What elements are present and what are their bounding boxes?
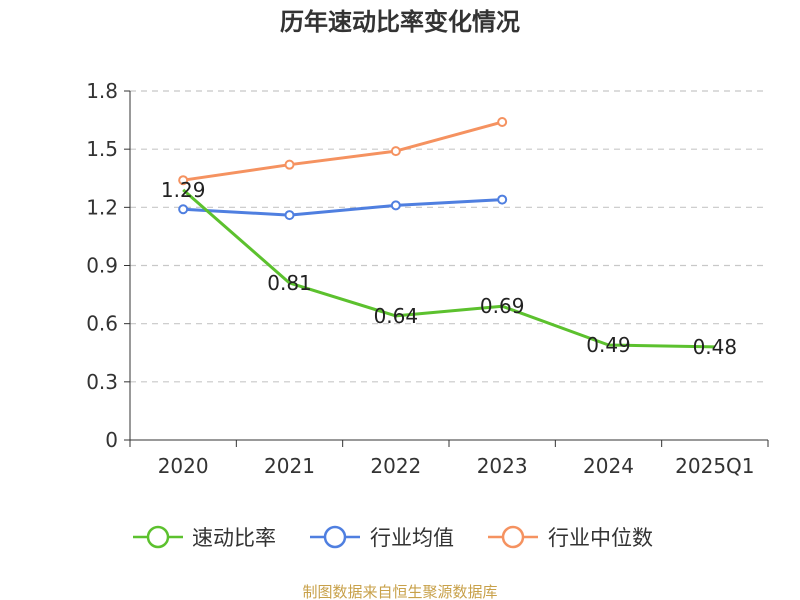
data-label: 0.64: [374, 304, 419, 328]
legend-item[interactable]: 行业中位数: [488, 525, 653, 550]
data-label: 0.48: [693, 335, 738, 359]
x-tick-label: 2022: [370, 454, 421, 478]
data-point: [390, 200, 401, 211]
y-tick-label: 1.8: [86, 79, 118, 103]
data-label: 0.81: [267, 271, 312, 295]
y-tick-label: 1.5: [86, 137, 118, 161]
chart-title: 历年速动比率变化情况: [280, 8, 520, 36]
grid-lines: [130, 90, 768, 383]
series-line: [182, 188, 715, 349]
series-line: [182, 120, 503, 182]
data-label: 1.29: [161, 178, 206, 202]
y-tick-label: 1.2: [86, 195, 118, 219]
data-label: 0.49: [586, 333, 631, 357]
data-point: [178, 175, 189, 186]
data-point: [497, 194, 508, 205]
data-point: [497, 117, 508, 128]
series-line: [183, 198, 503, 217]
data-point: [390, 146, 401, 157]
data-point: [178, 204, 189, 215]
series-lines: [182, 120, 715, 349]
x-tick-label: 2024: [583, 454, 634, 478]
data-point: [284, 159, 295, 170]
series-points: [178, 117, 508, 221]
legend-item[interactable]: 速动比率: [133, 525, 276, 550]
legend-label: 行业中位数: [548, 526, 653, 550]
data-point: [284, 210, 295, 221]
y-tick-label: 0.3: [86, 370, 118, 394]
x-tick-label: 2020: [158, 454, 209, 478]
source-note: 制图数据来自恒生聚源数据库: [302, 583, 497, 600]
x-tick-label: 2025Q1: [675, 454, 754, 478]
legend: 速动比率 行业均值 行业中位数: [133, 525, 653, 550]
legend-marker: [323, 525, 347, 549]
x-tick-label: 2023: [477, 454, 528, 478]
legend-item[interactable]: 行业均值: [310, 525, 454, 550]
y-tick-label: 0.6: [86, 312, 118, 336]
axes: 0 0.3 0.6 0.9 1.2 1.5 1.8 2020 2021 2022 2023 2024 2…: [86, 79, 769, 478]
legend-marker: [501, 525, 525, 549]
x-tick-label: 2021: [264, 454, 315, 478]
legend-label: 速动比率: [192, 526, 276, 550]
y-tick-label: 0.9: [86, 254, 118, 278]
legend-marker: [146, 525, 170, 549]
legend-label: 行业均值: [370, 526, 454, 550]
data-labels: 1.29 0.81 0.64 0.69 0.49 0.48: [161, 178, 737, 359]
y-tick-label: 0: [105, 428, 118, 452]
data-label: 0.69: [480, 294, 525, 318]
